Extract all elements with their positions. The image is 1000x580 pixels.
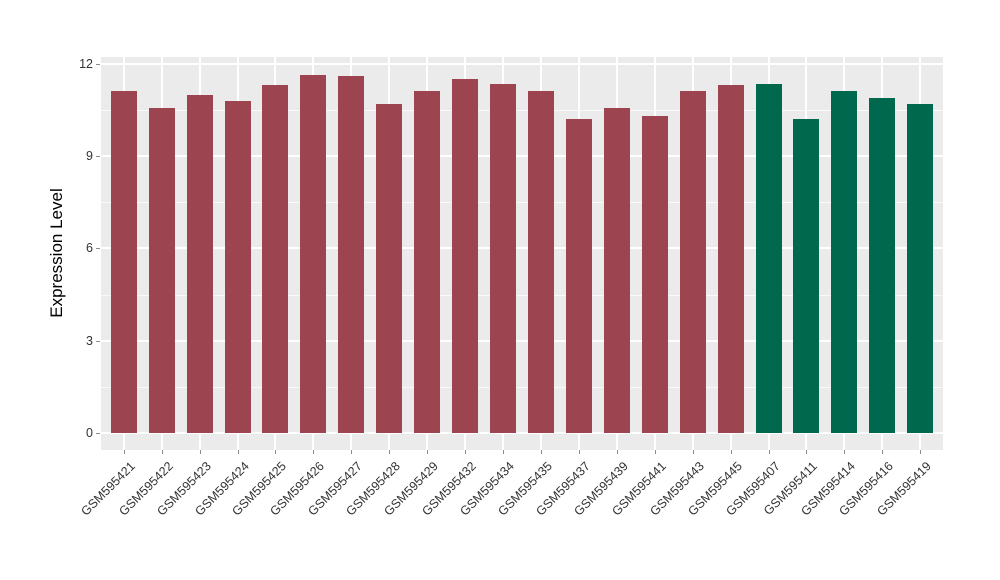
bar-GSM595439 <box>603 108 630 434</box>
x-tick-mark <box>730 450 732 454</box>
bar-GSM595419 <box>907 103 934 434</box>
y-tick-mark <box>96 63 100 65</box>
y-tick-mark <box>96 156 100 158</box>
x-tick-mark <box>692 450 694 454</box>
y-axis-title: Expression Level <box>47 188 66 318</box>
y-tick-label: 12 <box>79 56 93 71</box>
x-tick-mark <box>465 450 467 454</box>
bar-GSM595426 <box>300 74 327 434</box>
bar-GSM595434 <box>490 83 517 434</box>
x-tick-mark <box>654 450 656 454</box>
x-tick-mark <box>389 450 391 454</box>
minor-gridline <box>101 202 943 204</box>
bar-GSM595429 <box>414 91 441 434</box>
bar-GSM595428 <box>376 103 403 434</box>
bar-GSM595424 <box>224 100 251 434</box>
x-tick-mark <box>578 450 580 454</box>
y-tick-label: 0 <box>86 426 93 441</box>
bar-GSM595407 <box>755 83 782 434</box>
x-tick-mark <box>237 450 239 454</box>
bar-GSM595435 <box>527 91 554 434</box>
minor-gridline <box>101 109 943 111</box>
bar-GSM595437 <box>565 119 592 434</box>
bar-GSM595427 <box>338 76 365 434</box>
minor-gridline <box>101 294 943 296</box>
x-tick-mark <box>844 450 846 454</box>
bar-GSM595425 <box>262 85 289 434</box>
y-tick-label: 9 <box>86 149 93 164</box>
bar-GSM595441 <box>641 116 668 434</box>
minor-gridline <box>101 386 943 388</box>
x-tick-mark <box>161 450 163 454</box>
x-tick-mark <box>123 450 125 454</box>
y-tick-mark <box>96 433 100 435</box>
bar-GSM595443 <box>679 91 706 434</box>
bar-GSM595416 <box>869 97 896 434</box>
x-tick-mark <box>920 450 922 454</box>
bar-GSM595432 <box>452 79 479 434</box>
x-tick-mark <box>313 450 315 454</box>
x-tick-mark <box>806 450 808 454</box>
bar-GSM595445 <box>717 85 744 434</box>
x-tick-mark <box>540 450 542 454</box>
y-tick-label: 3 <box>86 333 93 348</box>
y-tick-mark <box>96 248 100 250</box>
chart-panel <box>101 57 943 450</box>
major-gridline <box>101 432 943 435</box>
x-tick-mark <box>503 450 505 454</box>
bar-GSM595411 <box>793 119 820 434</box>
bar-GSM595422 <box>148 108 175 434</box>
bar-GSM595414 <box>831 91 858 434</box>
bar-GSM595421 <box>110 91 137 434</box>
bar-GSM595423 <box>186 94 213 434</box>
x-tick-mark <box>351 450 353 454</box>
x-tick-mark <box>768 450 770 454</box>
x-tick-mark <box>275 450 277 454</box>
x-tick-mark <box>427 450 429 454</box>
y-tick-label: 6 <box>86 241 93 256</box>
x-tick-mark <box>616 450 618 454</box>
x-tick-mark <box>199 450 201 454</box>
major-gridline <box>101 62 943 65</box>
major-gridline <box>101 339 943 342</box>
x-tick-mark <box>882 450 884 454</box>
major-gridline <box>101 155 943 158</box>
y-tick-mark <box>96 340 100 342</box>
major-gridline <box>101 247 943 250</box>
